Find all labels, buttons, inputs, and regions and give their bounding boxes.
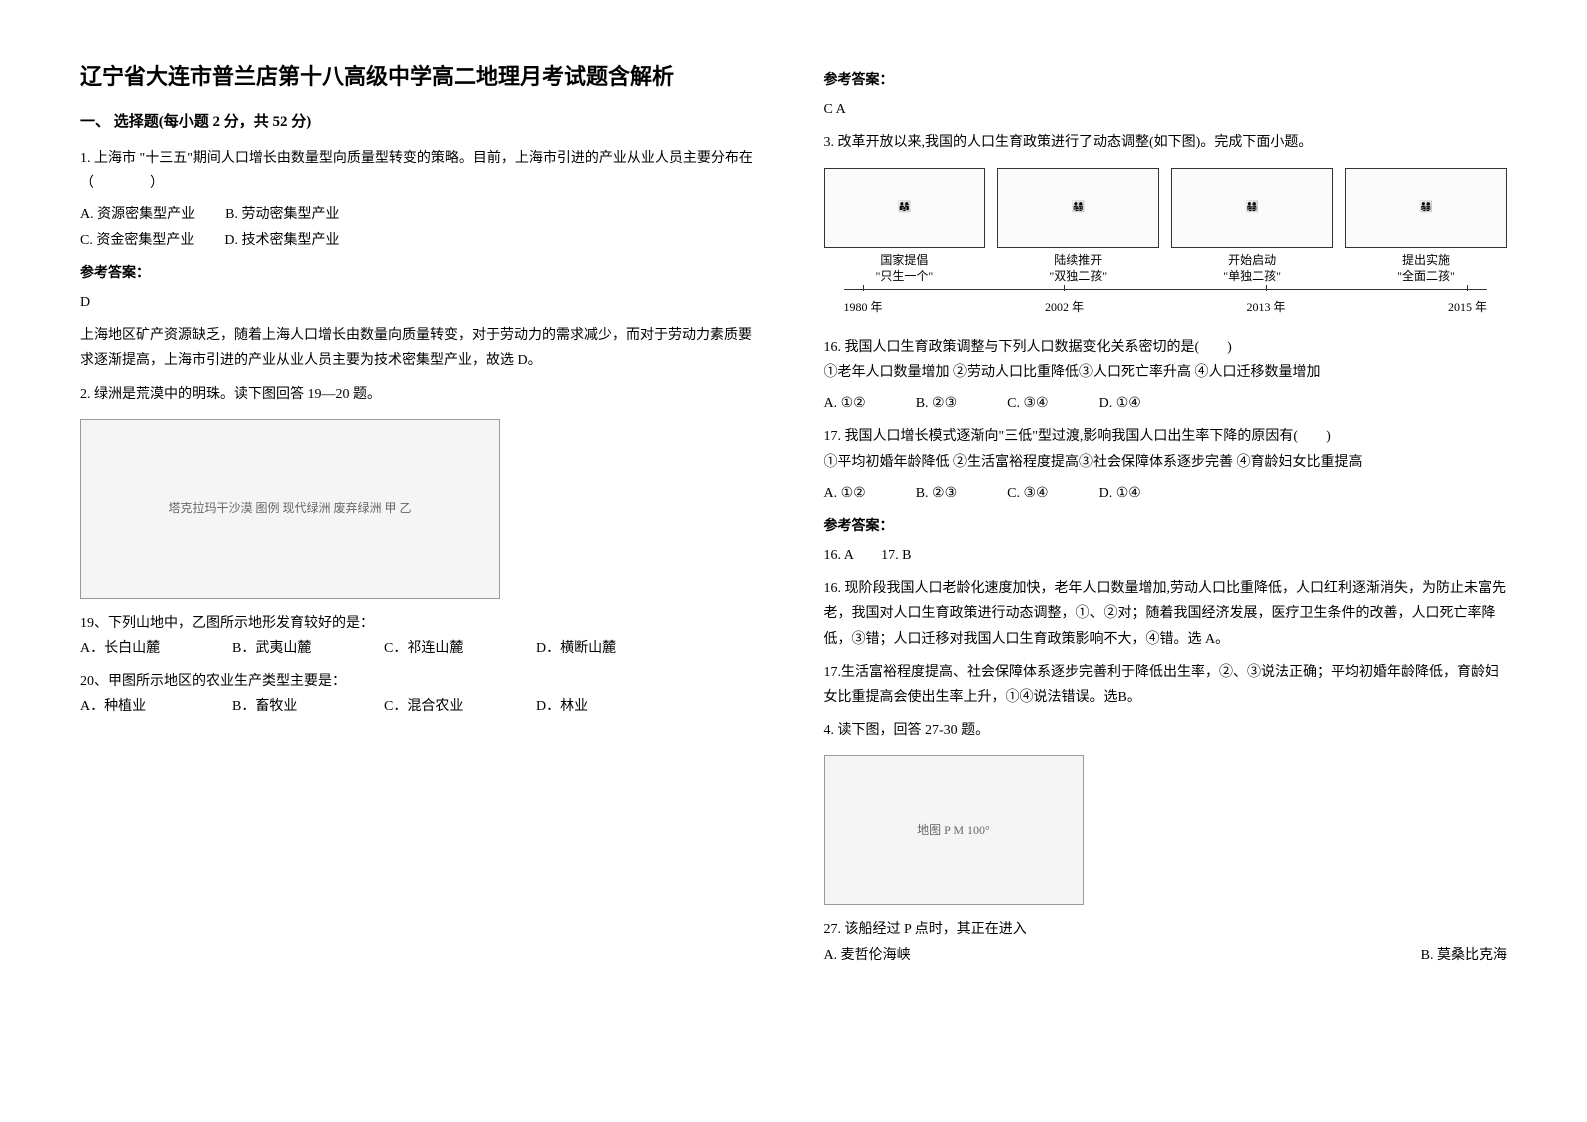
q2-sub20-optB: B．畜牧业: [232, 694, 372, 719]
q2-answer: C A: [824, 97, 1508, 122]
timeline-y3: 2013 年: [1246, 293, 1285, 319]
policy-3: 👨‍👩‍👧‍👦 开始启动 "单独二孩": [1171, 168, 1333, 286]
policy-4-sub: "全面二孩": [1345, 268, 1507, 285]
timeline-y4: 2015 年: [1448, 293, 1487, 319]
q3-sub16: 16. 我国人口生育政策调整与下列人口数据变化关系密切的是( ) ①老年人口数量…: [824, 335, 1508, 417]
q2-sub20-optC: C．混合农业: [384, 694, 524, 719]
q1-explanation: 上海地区矿产资源缺乏，随着上海人口增长由数量向质量转变，对于劳动力的需求减少，而…: [80, 323, 764, 373]
policy-2-icon: 👨‍👩‍👧‍👦: [997, 168, 1159, 248]
policy-3-title: 开始启动: [1171, 252, 1333, 269]
q2-sub19-optB: B．武夷山麓: [232, 636, 372, 661]
q3-exp17: 17.生活富裕程度提高、社会保障体系逐步完善利于降低出生率，②、③说法正确；平均…: [824, 660, 1508, 710]
q3-sub16-text: 16. 我国人口生育政策调整与下列人口数据变化关系密切的是( ): [824, 335, 1508, 360]
q3-sub16-optC: C. ③④: [1007, 391, 1048, 416]
q4-sub27-optB: B. 莫桑比克海: [1421, 943, 1507, 968]
q2-sub20-text: 20、甲图所示地区的农业生产类型主要是：: [80, 669, 764, 694]
q3-sub16-optB: B. ②③: [916, 391, 957, 416]
q2-sub20: 20、甲图所示地区的农业生产类型主要是： A．种植业 B．畜牧业 C．混合农业 …: [80, 669, 764, 719]
q2-sub20-options: A．种植业 B．畜牧业 C．混合农业 D．林业: [80, 694, 764, 719]
q2-sub19-optA: A．长白山麓: [80, 636, 220, 661]
q1-text: 1. 上海市 "十三五"期间人口增长由数量型向质量型转变的策略。目前，上海市引进…: [80, 146, 764, 196]
policy-3-sub: "单独二孩": [1171, 268, 1333, 285]
q3-sub17-optD: D. ①④: [1099, 481, 1141, 506]
q3-text: 3. 改革开放以来,我国的人口生育政策进行了动态调整(如下图)。完成下面小题。: [824, 130, 1508, 155]
q2-text: 2. 绿洲是荒漠中的明珠。读下图回答 19—20 题。: [80, 382, 764, 407]
policy-3-icon: 👨‍👩‍👧‍👦: [1171, 168, 1333, 248]
question-1: 1. 上海市 "十三五"期间人口增长由数量型向质量型转变的策略。目前，上海市引进…: [80, 146, 764, 374]
q4-figure: 地图 P M 100°: [824, 755, 1084, 905]
q2-sub19: 19、下列山地中，乙图所示地形发育较好的是： A．长白山麓 B．武夷山麓 C．祁…: [80, 611, 764, 661]
q3-answer-label: 参考答案：: [824, 514, 1508, 539]
q4-sub27: 27. 该船经过 P 点时，其正在进入 A. 麦哲伦海峡 B. 莫桑比克海: [824, 917, 1508, 967]
q1-answer: D: [80, 290, 764, 315]
policy-2: 👨‍👩‍👧‍👦 陆续推开 "双独二孩": [997, 168, 1159, 286]
q1-answer-label: 参考答案：: [80, 261, 764, 286]
q3-sub17-optA: A. ①②: [824, 481, 866, 506]
question-2: 2. 绿洲是荒漠中的明珠。读下图回答 19—20 题。 塔克拉玛干沙漠 图例 现…: [80, 382, 764, 720]
exam-title: 辽宁省大连市普兰店第十八高级中学高二地理月考试题含解析: [80, 60, 764, 93]
policy-2-title: 陆续推开: [997, 252, 1159, 269]
q4-sub27-text: 27. 该船经过 P 点时，其正在进入: [824, 917, 1508, 942]
question-3: 3. 改革开放以来,我国的人口生育政策进行了动态调整(如下图)。完成下面小题。 …: [824, 130, 1508, 710]
timeline-y2: 2002 年: [1045, 293, 1084, 319]
q3-sub16-optD: D. ①④: [1099, 391, 1141, 416]
policy-1-icon: 👨‍👩‍👧: [824, 168, 986, 248]
section-1-header: 一、 选择题(每小题 2 分，共 52 分): [80, 109, 764, 136]
q3-sub16-items: ①老年人口数量增加 ②劳动人口比重降低③人口死亡率升高 ④人口迁移数量增加: [824, 360, 1508, 385]
q2-sub20-optA: A．种植业: [80, 694, 220, 719]
q1-optB: B. 劳动密集型产业: [225, 202, 339, 227]
q3-policy-diagram: 👨‍👩‍👧 国家提倡 "只生一个" 👨‍👩‍👧‍👦 陆续推开 "双独二孩" 👨‍…: [824, 168, 1508, 319]
q1-optD: D. 技术密集型产业: [224, 228, 339, 253]
q2-sub19-options: A．长白山麓 B．武夷山麓 C．祁连山麓 D．横断山麓: [80, 636, 764, 661]
q2-figure: 塔克拉玛干沙漠 图例 现代绿洲 废弃绿洲 甲 乙: [80, 419, 500, 599]
q1-options: A. 资源密集型产业 B. 劳动密集型产业 C. 资金密集型产业 D. 技术密集…: [80, 202, 764, 252]
policy-1-sub: "只生一个": [824, 268, 986, 285]
policy-1-title: 国家提倡: [824, 252, 986, 269]
q3-answer: 16. A 17. B: [824, 543, 1508, 568]
q3-sub17-options: A. ①② B. ②③ C. ③④ D. ①④: [824, 481, 1508, 506]
q2-sub19-optC: C．祁连山麓: [384, 636, 524, 661]
question-4: 4. 读下图，回答 27-30 题。 地图 P M 100° 27. 该船经过 …: [824, 718, 1508, 968]
q4-sub27-optA: A. 麦哲伦海峡: [824, 943, 911, 968]
policy-4-icon: 👨‍👩‍👧‍👦: [1345, 168, 1507, 248]
q1-optA: A. 资源密集型产业: [80, 202, 195, 227]
q3-sub17-optC: C. ③④: [1007, 481, 1048, 506]
q2-sub19-optD: D．横断山麓: [536, 636, 676, 661]
q3-sub16-optA: A. ①②: [824, 391, 866, 416]
q4-sub27-options: A. 麦哲伦海峡 B. 莫桑比克海: [824, 943, 1508, 968]
timeline-y1: 1980 年: [844, 293, 883, 319]
q2-sub19-text: 19、下列山地中，乙图所示地形发育较好的是：: [80, 611, 764, 636]
q3-sub17: 17. 我国人口增长模式逐渐向"三低"型过渡,影响我国人口出生率下降的原因有( …: [824, 424, 1508, 506]
q2-answer-label: 参考答案：: [824, 68, 1508, 93]
q3-exp16: 16. 现阶段我国人口老龄化速度加快，老年人口数量增加,劳动人口比重降低，人口红…: [824, 576, 1508, 652]
policy-1: 👨‍👩‍👧 国家提倡 "只生一个": [824, 168, 986, 286]
q2-sub20-optD: D．林业: [536, 694, 676, 719]
q3-sub17-optB: B. ②③: [916, 481, 957, 506]
left-column: 辽宁省大连市普兰店第十八高级中学高二地理月考试题含解析 一、 选择题(每小题 2…: [80, 60, 764, 976]
policy-timeline: 1980 年 2002 年 2013 年 2015 年: [824, 293, 1508, 319]
q4-text: 4. 读下图，回答 27-30 题。: [824, 718, 1508, 743]
right-column: 参考答案： C A 3. 改革开放以来,我国的人口生育政策进行了动态调整(如下图…: [824, 60, 1508, 976]
policy-2-sub: "双独二孩": [997, 268, 1159, 285]
policy-4-title: 提出实施: [1345, 252, 1507, 269]
q3-sub17-text: 17. 我国人口增长模式逐渐向"三低"型过渡,影响我国人口出生率下降的原因有( …: [824, 424, 1508, 449]
policy-4: 👨‍👩‍👧‍👦 提出实施 "全面二孩": [1345, 168, 1507, 286]
q3-sub16-options: A. ①② B. ②③ C. ③④ D. ①④: [824, 391, 1508, 416]
page-container: 辽宁省大连市普兰店第十八高级中学高二地理月考试题含解析 一、 选择题(每小题 2…: [80, 60, 1507, 976]
q1-optC: C. 资金密集型产业: [80, 228, 194, 253]
q3-sub17-items: ①平均初婚年龄降低 ②生活富裕程度提高③社会保障体系逐步完善 ④育龄妇女比重提高: [824, 450, 1508, 475]
